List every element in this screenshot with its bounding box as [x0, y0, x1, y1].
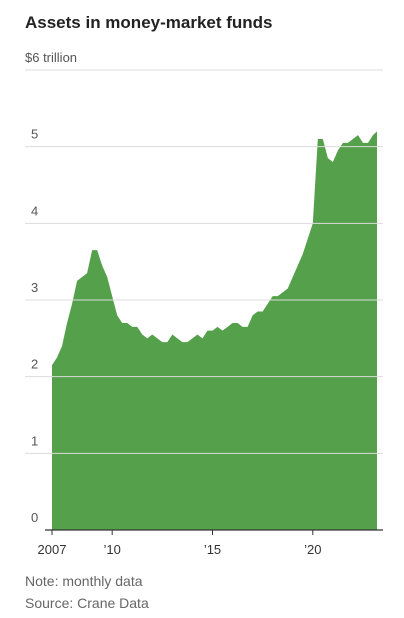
y-tick-label: 2 [31, 357, 38, 372]
chart-title: Assets in money-market funds [25, 13, 273, 32]
y-tick-label: 5 [31, 127, 38, 142]
x-tick-label: 2007 [38, 542, 67, 557]
area [52, 131, 377, 531]
y-tick-label: 3 [31, 280, 38, 295]
source: Source: Crane Data [25, 595, 149, 611]
y-tick-label: 0 [31, 510, 38, 525]
x-tick-label: ’20 [304, 542, 321, 557]
y-tick-label: 4 [31, 203, 38, 218]
note: Note: monthly data [25, 573, 143, 589]
y-tick-label: $6 trillion [25, 50, 77, 65]
x-tick-label: ’10 [104, 542, 121, 557]
x-tick-label: ’15 [204, 542, 221, 557]
y-tick-label: 1 [31, 433, 38, 448]
